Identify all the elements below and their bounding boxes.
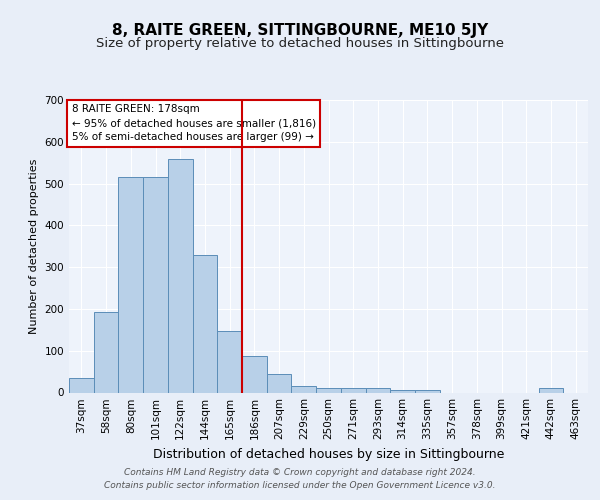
Text: 8 RAITE GREEN: 178sqm
← 95% of detached houses are smaller (1,816)
5% of semi-de: 8 RAITE GREEN: 178sqm ← 95% of detached … (71, 104, 316, 142)
Bar (94, 312, 118, 392)
Bar (217, 331, 242, 392)
Bar (118, 178, 143, 392)
Bar (242, 356, 267, 393)
Bar (193, 254, 217, 392)
Bar (365, 388, 390, 392)
Text: 8, RAITE GREEN, SITTINGBOURNE, ME10 5JY: 8, RAITE GREEN, SITTINGBOURNE, ME10 5JY (112, 22, 488, 38)
Text: Contains public sector information licensed under the Open Government Licence v3: Contains public sector information licen… (104, 480, 496, 490)
X-axis label: Distribution of detached houses by size in Sittingbourne: Distribution of detached houses by size … (153, 448, 504, 461)
Bar (143, 178, 168, 392)
Bar (267, 374, 292, 392)
Bar (539, 388, 563, 392)
Bar (341, 388, 365, 392)
Bar (292, 386, 316, 392)
Text: Contains HM Land Registry data © Crown copyright and database right 2024.: Contains HM Land Registry data © Crown c… (124, 468, 476, 477)
Bar (69, 378, 94, 392)
Bar (415, 390, 440, 392)
Text: Size of property relative to detached houses in Sittingbourne: Size of property relative to detached ho… (96, 38, 504, 51)
Bar (316, 388, 341, 392)
Y-axis label: Number of detached properties: Number of detached properties (29, 158, 39, 334)
Bar (168, 158, 193, 392)
Bar (390, 390, 415, 392)
